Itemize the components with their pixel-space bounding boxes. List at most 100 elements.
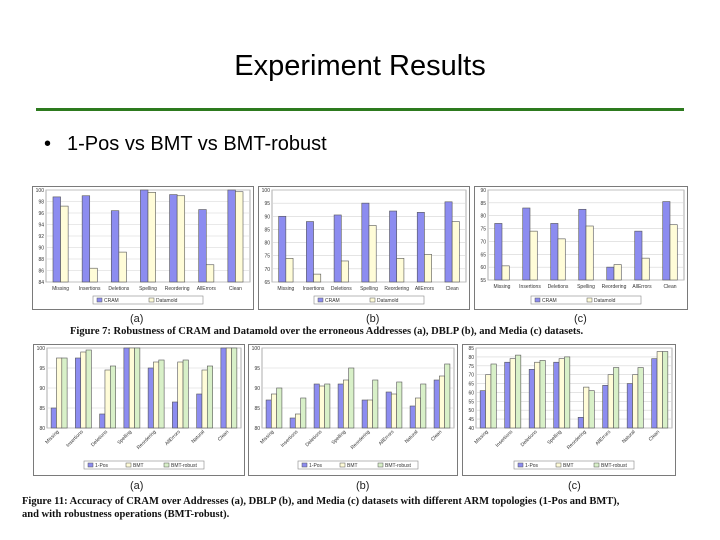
figure-7-caption: Figure 7: Robustness of CRAM and Datamol… — [70, 326, 584, 337]
legend-label: CRAM — [542, 298, 557, 304]
legend-swatch — [586, 297, 593, 303]
x-tick-label: Deletions — [331, 286, 352, 292]
x-tick-label: Insertions — [303, 286, 325, 292]
bar — [494, 223, 503, 281]
bar — [324, 383, 331, 429]
subfigure-label-b: (b) — [366, 313, 380, 325]
figure-11-caption-line-1: Figure 11: Accuracy of CRAM over Address… — [22, 496, 620, 507]
chart-svg: 55 60 65 70 75 80 85 90 Missing Insertions Deletio… — [474, 186, 688, 310]
bar — [479, 390, 486, 429]
y-tick-label: 60 — [480, 265, 486, 271]
bullet-dot-icon: • — [44, 133, 52, 155]
x-tick-label: Spelling — [360, 286, 378, 292]
legend-swatch — [369, 297, 376, 303]
legend-label: Datamold — [594, 298, 616, 304]
chart-svg: 65 70 75 80 85 90 95 100 Missing Insertions Deleti… — [258, 186, 470, 310]
bar — [81, 195, 91, 283]
bar — [550, 223, 559, 281]
bar — [669, 224, 678, 281]
legend-swatch — [317, 297, 324, 303]
bar — [637, 367, 644, 429]
y-tick-label: 55 — [468, 399, 474, 405]
x-tick-label: Missing — [494, 284, 511, 290]
bar — [348, 367, 355, 429]
bar — [578, 208, 587, 281]
y-tick-label: 90 — [264, 214, 270, 220]
y-tick-label: 85 — [39, 406, 45, 412]
chart-dblp-topologies: 80 85 90 95 100 Missing Insertions Deletions Spe… — [248, 344, 458, 476]
bar — [89, 267, 98, 283]
bar — [641, 257, 650, 281]
bar — [61, 357, 68, 429]
legend-label: BMT — [563, 463, 574, 469]
y-tick-label: 92 — [38, 234, 44, 240]
bar — [534, 361, 541, 429]
chart-media-robustness: 55 60 65 70 75 80 85 90 Missing Insertions Deletio… — [474, 186, 688, 310]
y-tick-label: 100 — [262, 188, 271, 194]
y-tick-label: 75 — [468, 364, 474, 370]
bar — [385, 391, 392, 429]
legend-swatch — [96, 297, 103, 303]
bar — [588, 390, 595, 429]
y-tick-label: 94 — [38, 223, 44, 229]
bar — [319, 385, 325, 429]
bar — [662, 351, 669, 429]
y-tick-label: 90 — [254, 386, 260, 392]
legend-label: CRAM — [104, 298, 119, 304]
bar — [361, 399, 368, 429]
legend-swatch — [339, 462, 346, 468]
bar — [306, 221, 314, 283]
y-tick-label: 90 — [480, 188, 486, 194]
legend-label: 1-Pos — [525, 463, 539, 469]
bullet-text: 1-Pos vs BMT vs BMT-robust — [67, 133, 327, 155]
bar — [391, 393, 397, 429]
legend-box — [83, 460, 205, 470]
bar — [651, 358, 658, 429]
subfigure-label-c: (c) — [574, 313, 587, 325]
bar — [583, 386, 590, 429]
bar — [607, 374, 614, 429]
y-tick-label: 85 — [254, 406, 260, 412]
x-tick-label: AllErrors — [415, 286, 435, 292]
bar — [558, 358, 565, 429]
legend-swatch — [377, 462, 384, 468]
legend-swatch — [534, 297, 541, 303]
bar — [109, 365, 116, 429]
bar — [60, 205, 69, 283]
chart-svg: 84 86 88 90 92 94 96 98 100 Missing Insertions Dele… — [32, 186, 254, 310]
bar — [333, 214, 342, 283]
bar — [372, 379, 379, 429]
chart-dblp-robustness: 65 70 75 80 85 90 95 100 Missing Insertions Deleti… — [258, 186, 470, 310]
legend-label: Datamold — [156, 298, 178, 304]
bar — [420, 383, 427, 429]
bar — [206, 365, 213, 429]
bar — [444, 363, 451, 429]
bar — [361, 202, 370, 283]
y-tick-label: 80 — [39, 426, 45, 432]
legend-swatch — [517, 462, 524, 468]
y-tick-label: 80 — [254, 426, 260, 432]
bar — [276, 387, 283, 429]
legend-swatch — [163, 462, 170, 468]
y-tick-label: 75 — [480, 227, 486, 233]
bar — [439, 375, 445, 429]
legend-label: Datamold — [377, 298, 399, 304]
bar — [368, 225, 377, 283]
y-tick-label: 84 — [38, 280, 44, 286]
y-tick-label: 75 — [264, 254, 270, 260]
bar — [577, 417, 584, 429]
bar — [409, 405, 416, 429]
x-tick-label: Reordering — [165, 286, 190, 292]
legend-box — [313, 295, 425, 305]
legend-label: 1-Pos — [95, 463, 109, 469]
chart-addresses-topologies: 80 85 90 95 100 Missing Insertions Deletions Spe… — [33, 344, 245, 476]
bullet-item: • 1-Pos vs BMT vs BMT-robust — [44, 133, 327, 156]
title-divider — [36, 108, 684, 111]
y-tick-label: 85 — [480, 201, 486, 207]
y-tick-label: 80 — [264, 241, 270, 247]
bar — [632, 374, 639, 429]
y-tick-label: 60 — [468, 390, 474, 396]
bar — [389, 210, 398, 283]
legend-swatch — [593, 462, 600, 468]
legend-label: BMT-robust — [385, 463, 411, 469]
